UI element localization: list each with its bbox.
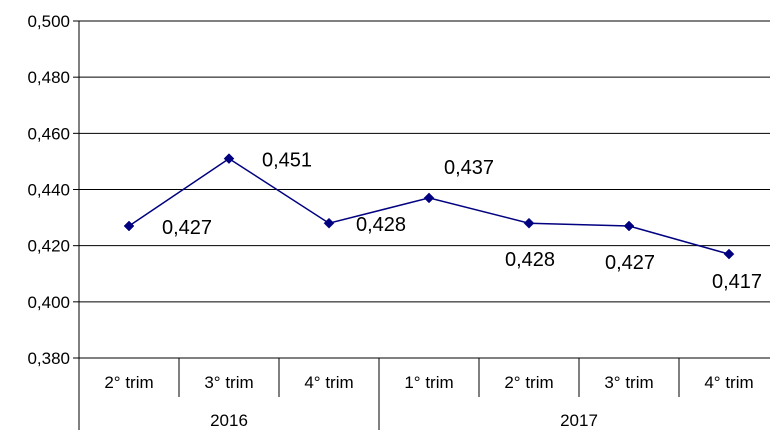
x-group-label: 2016 — [210, 411, 248, 430]
series-markers — [123, 153, 735, 260]
data-point — [723, 248, 735, 260]
x-tick-label: 2° trim — [104, 373, 153, 392]
x-group-label: 2017 — [560, 411, 598, 430]
data-label: 0,427 — [162, 217, 212, 239]
axes — [73, 20, 680, 430]
data-point — [223, 153, 235, 164]
grid-lines — [79, 20, 770, 359]
series-line — [128, 157, 730, 255]
y-tick-label: 0,460 — [27, 124, 70, 143]
data-point — [323, 217, 335, 229]
y-tick-label: 0,480 — [27, 68, 70, 87]
data-point — [623, 220, 635, 232]
x-tick-label: 3° trim — [204, 373, 253, 392]
x-tick-label: 2° trim — [504, 373, 553, 392]
y-axis-tick-labels: 0,500 0,480 0,460 0,440 0,420 0,400 0,380 — [27, 12, 70, 368]
x-axis-tick-labels: 2° trim 3° trim 4° trim 1° trim 2° trim 3° tr… — [104, 373, 753, 392]
data-label: 0,428 — [356, 214, 406, 236]
x-tick-label: 4° trim — [704, 373, 753, 392]
data-point — [423, 192, 435, 204]
x-tick-label: 3° trim — [604, 373, 653, 392]
y-tick-label: 0,380 — [27, 349, 70, 368]
data-label: 0,417 — [712, 271, 762, 293]
x-tick-label: 1° trim — [404, 373, 453, 392]
data-point — [123, 220, 135, 232]
data-label: 0,451 — [262, 150, 312, 172]
series-line — [128, 157, 730, 255]
x-axis-group-labels: 2016 2017 — [210, 411, 598, 430]
y-tick-label: 0,500 — [27, 12, 70, 31]
data-label: 0,437 — [444, 157, 494, 179]
y-tick-label: 0,420 — [27, 237, 70, 256]
y-tick-label: 0,400 — [27, 293, 70, 312]
data-label: 0,428 — [505, 249, 555, 271]
data-labels: 0,427 0,451 0,428 0,437 0,428 0,427 0,417 — [162, 150, 762, 293]
data-point — [523, 217, 535, 229]
data-label: 0,427 — [605, 252, 655, 274]
y-tick-label: 0,440 — [27, 181, 70, 200]
x-tick-label: 4° trim — [304, 373, 353, 392]
